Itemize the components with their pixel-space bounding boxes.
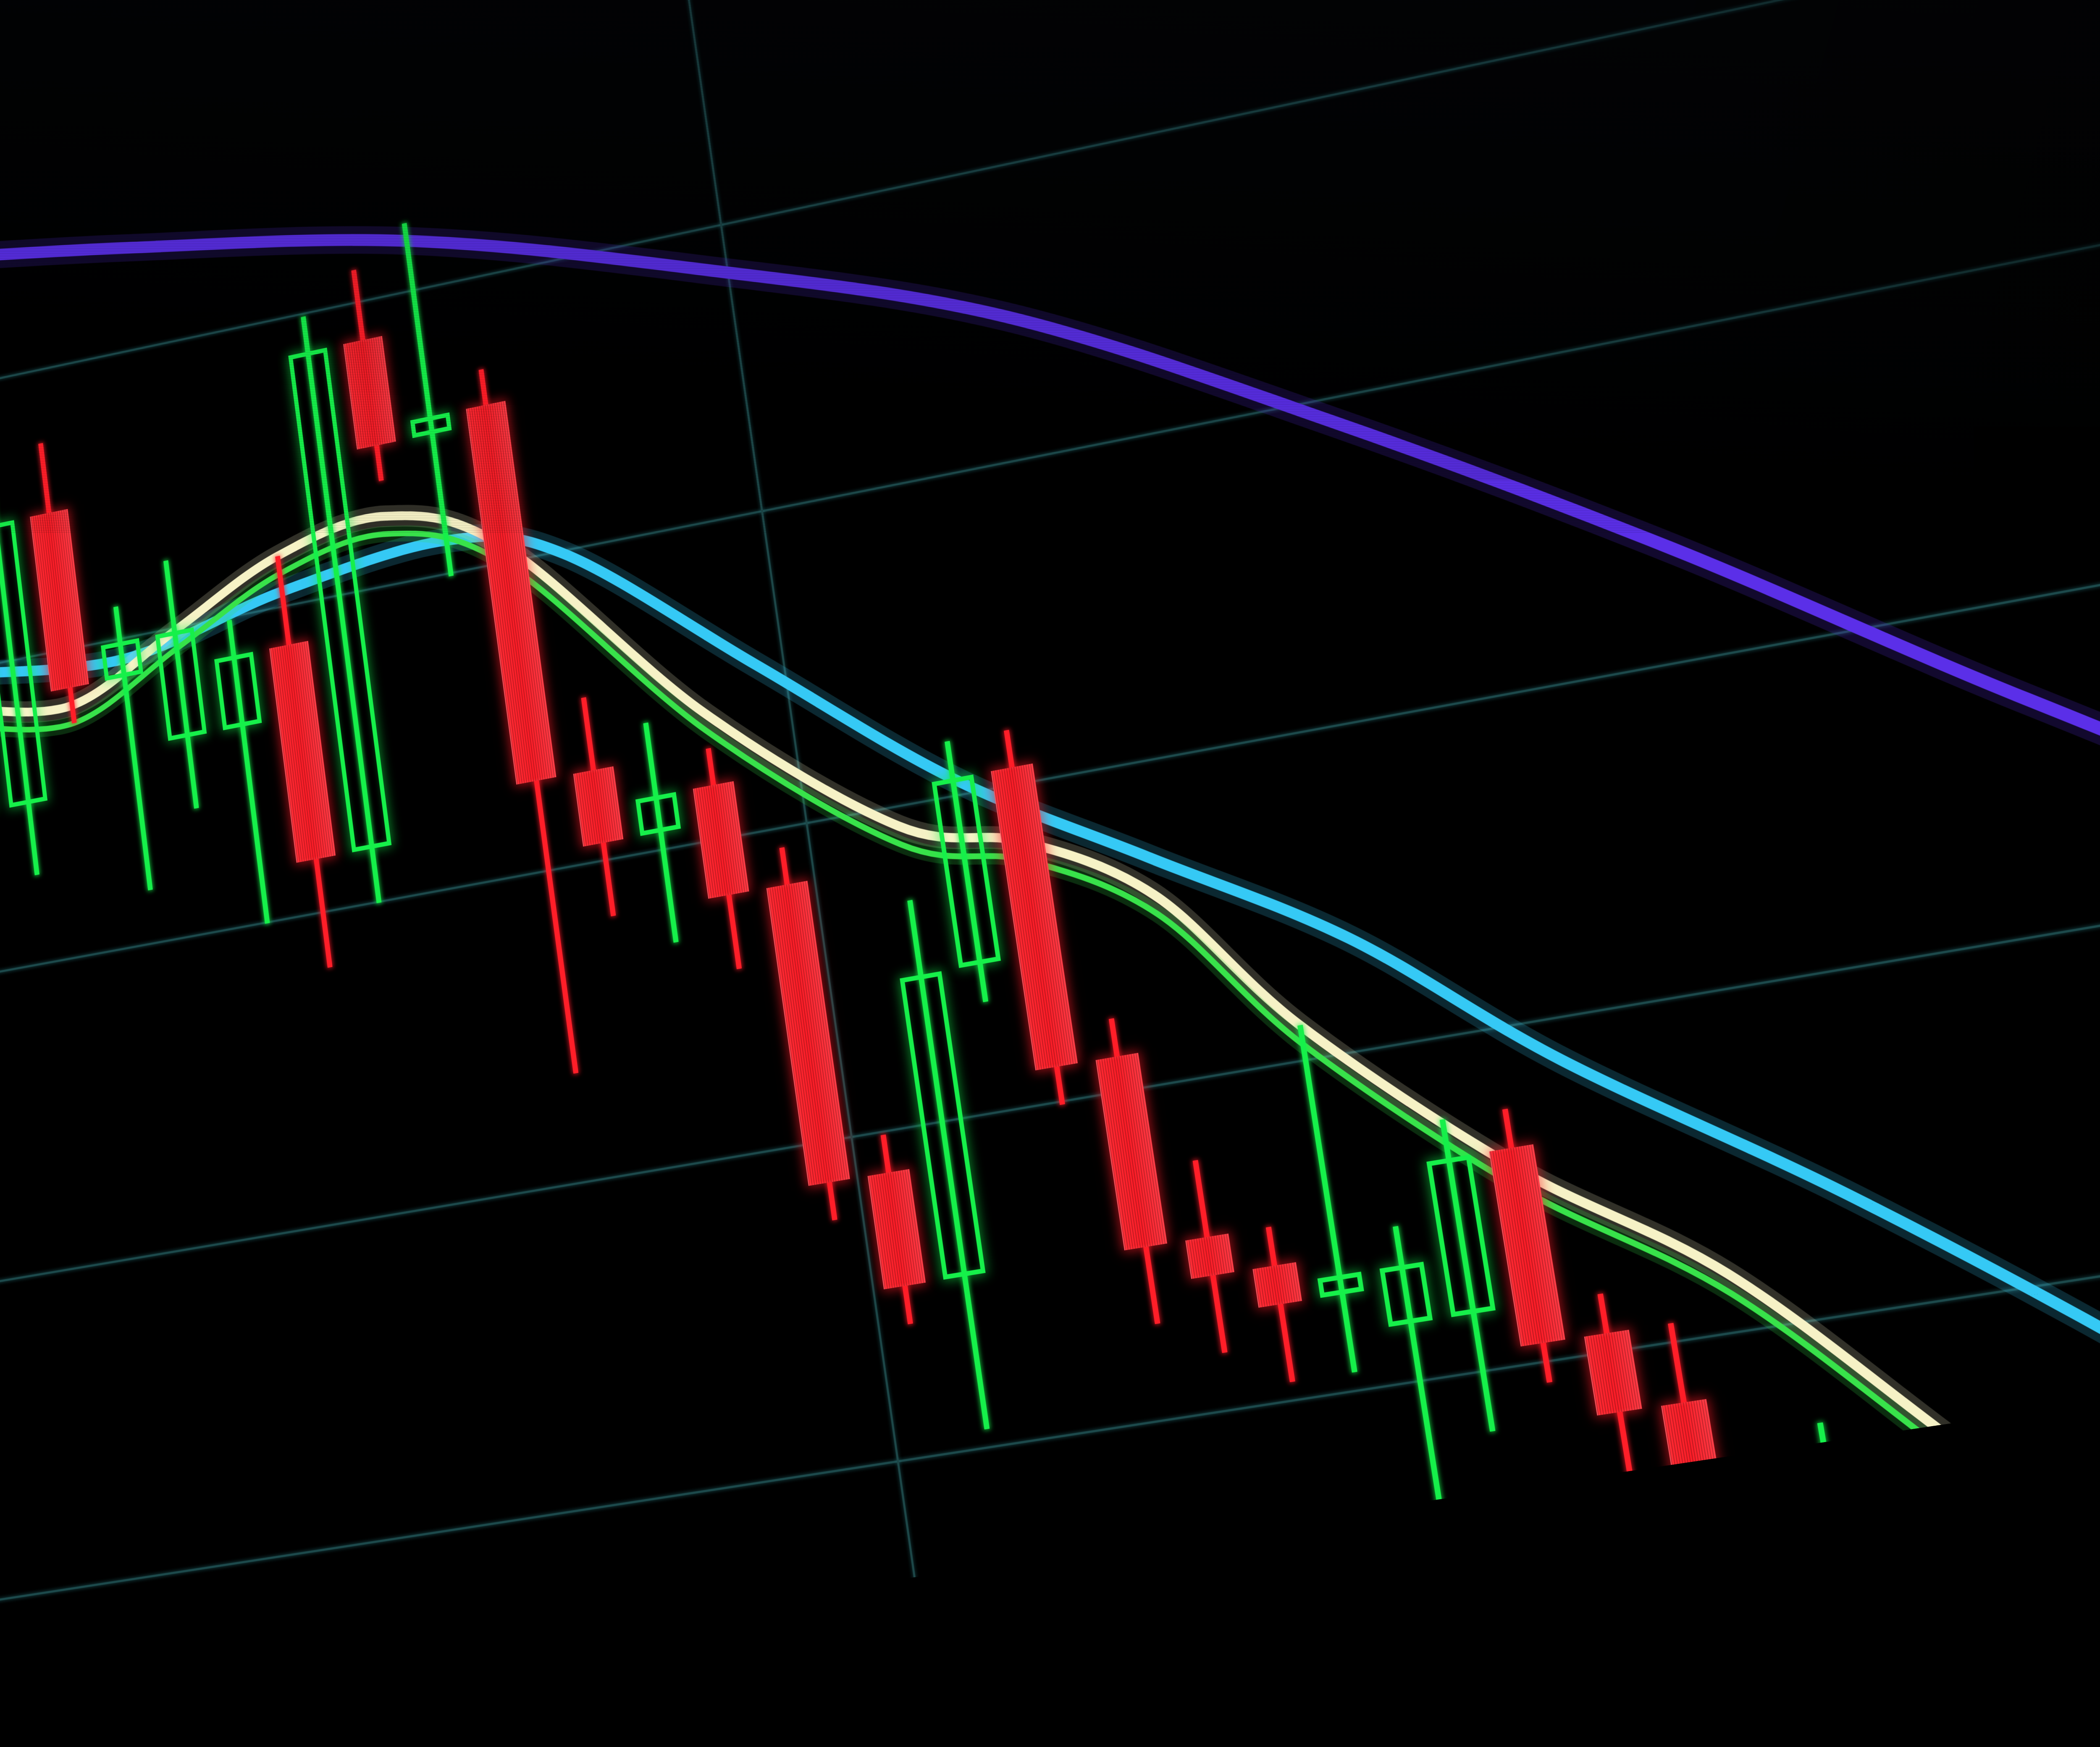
candle-body <box>932 774 1001 968</box>
candle-body <box>30 509 89 692</box>
candle-body <box>1876 1490 1950 1658</box>
candle-body <box>573 766 623 847</box>
candle-body <box>155 627 207 741</box>
candle-body <box>343 336 396 449</box>
candle-body <box>1318 1272 1364 1298</box>
candle-body <box>2008 1471 2091 1681</box>
candle-body <box>868 1169 926 1289</box>
candle-body <box>1811 1500 1891 1708</box>
candle-body <box>269 641 336 863</box>
candlestick-bullish <box>625 719 696 946</box>
candle-body <box>1252 1262 1302 1308</box>
candlestick-bearish <box>1090 1015 1179 1327</box>
candlestick-bearish <box>2096 1583 2100 1747</box>
candlestick-bearish <box>688 745 760 973</box>
candlestick-bearish <box>334 266 401 485</box>
candlestick-bullish <box>147 557 216 812</box>
candle-body <box>410 412 452 438</box>
candle-body <box>1380 1262 1433 1327</box>
candle-wick <box>1297 1025 1357 1372</box>
candle-body <box>1489 1144 1565 1347</box>
candle-body <box>1942 1480 2017 1649</box>
candlestick-bearish <box>1648 1320 1747 1645</box>
candle-wick <box>402 223 454 577</box>
candle-body <box>101 638 143 681</box>
candle-body <box>1584 1330 1642 1415</box>
candlestick-bearish <box>1173 1157 1246 1356</box>
candlestick-bearish <box>1247 1224 1314 1385</box>
candle-body <box>214 652 262 730</box>
candle-body <box>1185 1233 1234 1279</box>
candle-body <box>1661 1399 1736 1585</box>
candlestick-bullish <box>385 219 471 580</box>
candle-body <box>466 401 556 784</box>
candlestick-bearish <box>563 694 633 920</box>
candle-body <box>635 792 681 836</box>
candle-body <box>1756 1569 1825 1717</box>
candle-body <box>693 781 749 899</box>
candlestick-bearish <box>761 844 855 1223</box>
screenshot-root <box>0 0 2100 1747</box>
candlestick-series <box>0 0 2100 1747</box>
candle-body <box>991 763 1078 1070</box>
candle-body <box>766 881 850 1186</box>
candle-body <box>1096 1053 1167 1250</box>
candlestick-bearish <box>862 1131 931 1327</box>
candle-body <box>1426 1154 1496 1317</box>
candlestick-bearish <box>985 727 1083 1108</box>
monitor-plane <box>0 0 2100 1747</box>
